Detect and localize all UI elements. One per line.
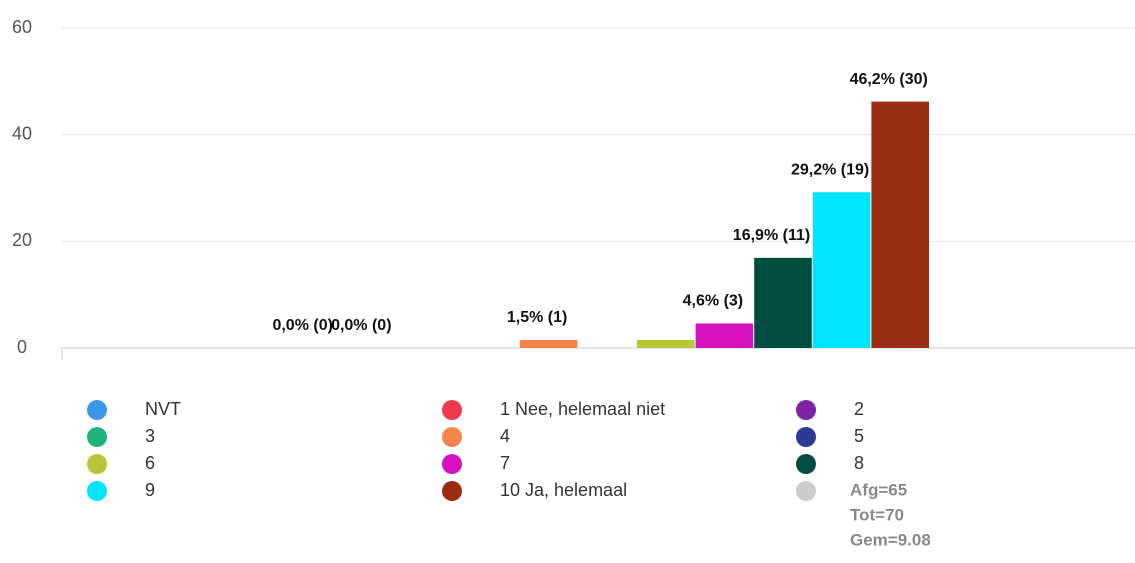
note-line: Gem=9.08 [850, 530, 931, 549]
bar [637, 340, 695, 348]
legend-swatch [87, 400, 107, 420]
value-label: 16,9% (11) [733, 227, 810, 244]
legend-swatch [796, 481, 816, 501]
legend-swatch [442, 481, 462, 501]
value-label: 46,2% (30) [850, 71, 928, 88]
legend-label: 5 [854, 426, 864, 446]
legend-label: 3 [145, 426, 155, 446]
legend-swatch [796, 400, 816, 420]
legend-label: 10 Ja, helemaal [500, 480, 627, 500]
y-tick-label: 20 [12, 230, 32, 250]
y-tick-label: 0 [17, 337, 27, 357]
legend-swatch [796, 454, 816, 474]
legend-swatch [442, 400, 462, 420]
legend-label: 2 [854, 399, 864, 419]
legend-swatch [442, 427, 462, 447]
value-label: 4,6% (3) [683, 293, 743, 310]
bar [754, 257, 812, 348]
legend-label: 4 [500, 426, 510, 446]
bar [871, 101, 929, 348]
y-tick-label: 60 [12, 17, 32, 37]
bar [695, 323, 754, 348]
legend-label: 9 [145, 480, 155, 500]
legend-swatch [796, 427, 816, 447]
legend-swatch [87, 427, 107, 447]
value-label: 0,0% (0) [272, 317, 332, 334]
legend-label: NVT [145, 399, 181, 419]
bar [812, 192, 871, 348]
value-label: 0,0% (0) [331, 317, 391, 334]
value-label: 29,2% (19) [791, 161, 869, 178]
legend-label: 8 [854, 453, 864, 473]
legend-swatch [87, 481, 107, 501]
legend-label: 1 Nee, helemaal niet [500, 399, 665, 419]
value-label: 1,5% (1) [507, 309, 567, 326]
bar [519, 340, 578, 348]
legend-label: 6 [145, 453, 155, 473]
legend-label: 7 [500, 453, 510, 473]
y-tick-label: 40 [12, 123, 32, 143]
note-line: Afg=65 [850, 480, 907, 499]
legend-swatch [87, 454, 107, 474]
note-line: Tot=70 [850, 505, 904, 524]
legend-swatch [442, 454, 462, 474]
